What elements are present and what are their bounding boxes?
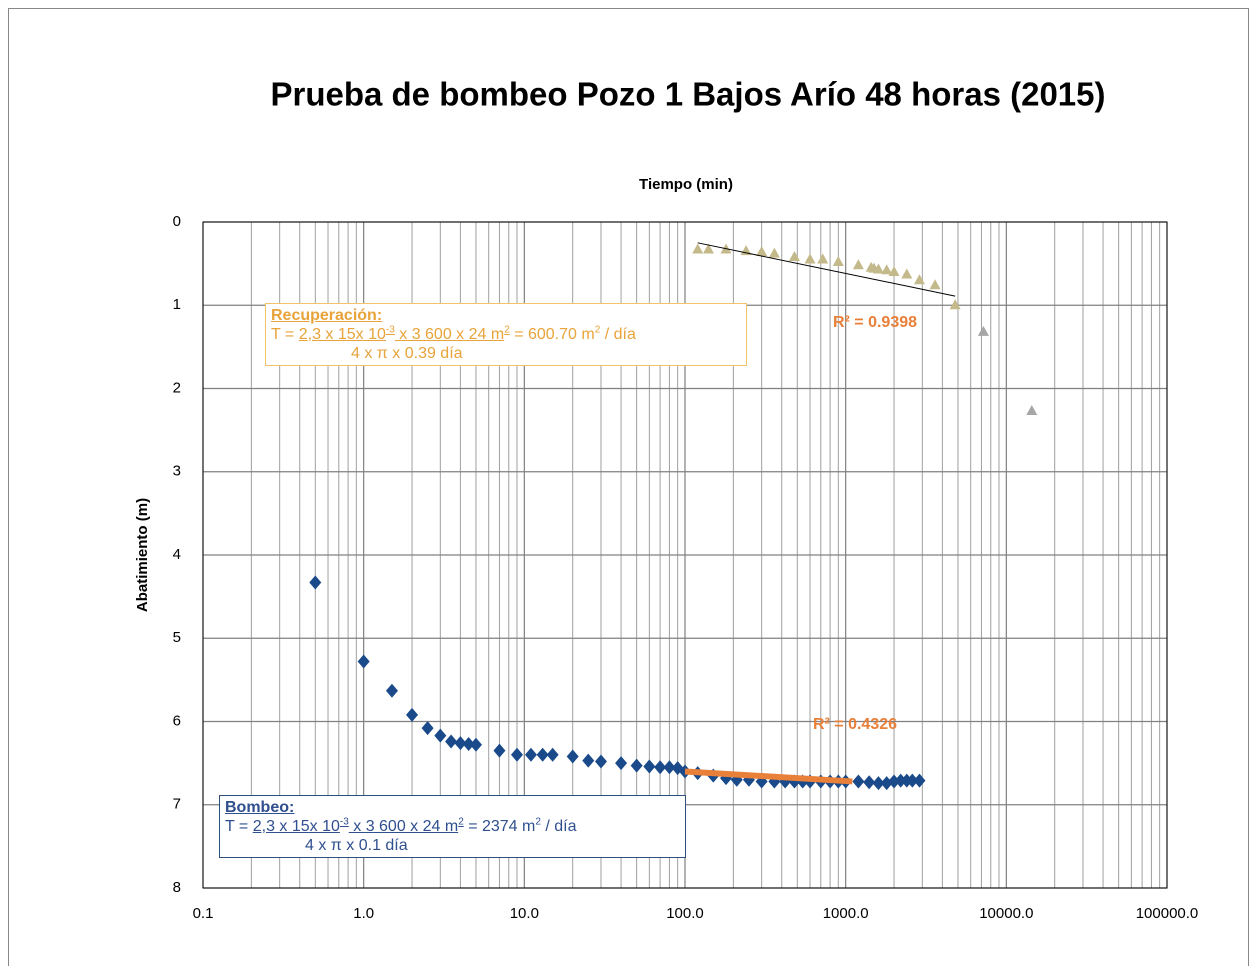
point — [524, 747, 537, 762]
point — [913, 274, 925, 285]
x-tick-label: 100.0 — [666, 905, 704, 922]
point — [454, 736, 467, 751]
point — [663, 760, 676, 775]
formula-denominator: 4 x π x 0.39 día — [351, 345, 463, 362]
point — [894, 773, 907, 788]
y-tick-label: 5 — [173, 629, 181, 646]
point — [852, 774, 865, 789]
point — [804, 253, 816, 264]
formula-part: 2,3 x 15x 10 — [252, 818, 340, 835]
point — [421, 721, 434, 736]
x-axis-label: Tiempo (min) — [639, 176, 733, 193]
x-tick-label: 0.1 — [193, 905, 214, 922]
formula-line: T = 2,3 x 15x 10-3 x 3 600 x 24 m2 = 600… — [271, 325, 741, 344]
y-tick-label: 8 — [173, 879, 181, 896]
formula-part: 2 — [504, 324, 510, 336]
formula-part: -3 — [339, 816, 349, 828]
y-tick-label: 4 — [173, 546, 181, 563]
formula-part: / día — [600, 326, 636, 343]
point — [406, 707, 419, 722]
point — [756, 245, 768, 256]
point — [863, 775, 876, 790]
point — [654, 760, 667, 775]
y-tick-label: 7 — [173, 796, 181, 813]
y-tick-label: 3 — [173, 463, 181, 480]
point — [702, 243, 714, 254]
point — [901, 268, 913, 279]
plot-border — [202, 221, 1168, 889]
formula-part: 2 — [594, 324, 601, 336]
formula-part: x 3 600 x 24 m — [348, 818, 459, 835]
point — [462, 736, 475, 751]
point — [1026, 404, 1038, 415]
point — [594, 754, 607, 769]
formula-heading: Bombeo: — [225, 799, 295, 816]
point — [888, 265, 900, 276]
formula-part: = 600.70 m — [509, 326, 595, 343]
formula-heading: Recuperación: — [271, 307, 383, 324]
point — [546, 747, 559, 762]
point — [872, 776, 885, 791]
point — [615, 756, 628, 771]
point — [630, 758, 643, 773]
y-tick-label: 0 — [173, 213, 181, 230]
trendline — [684, 768, 853, 785]
chart-frame — [8, 8, 1249, 966]
formula-box: Bombeo: T = 2,3 x 15x 10-3 x 3 600 x 24 m… — [219, 795, 686, 858]
point — [510, 747, 523, 762]
formula-part: T = — [225, 818, 253, 835]
point — [445, 734, 458, 749]
formula-part: x 3 600 x 24 m — [394, 326, 505, 343]
y-tick-label: 2 — [173, 379, 181, 396]
point — [434, 728, 447, 743]
point — [929, 279, 941, 290]
point — [309, 575, 322, 590]
point — [906, 773, 919, 788]
point — [582, 753, 595, 768]
x-tick-label: 100000.0 — [1136, 905, 1199, 922]
chart-title: Prueba de bombeo Pozo 1 Bajos Arío 48 ho… — [270, 76, 1105, 113]
formula-part: 2,3 x 15x 10 — [298, 326, 386, 343]
point — [977, 325, 989, 336]
r2-label: R² = 0.9398 — [833, 314, 917, 331]
point — [493, 743, 506, 758]
point — [852, 259, 864, 270]
y-tick-label: 6 — [173, 712, 181, 729]
point — [536, 747, 549, 762]
point — [469, 737, 482, 752]
point — [692, 243, 704, 254]
formula-part: T = — [271, 326, 299, 343]
formula-part: 2 — [535, 816, 541, 828]
point — [949, 299, 961, 310]
point — [872, 263, 884, 274]
point — [832, 255, 844, 266]
formula-part: 2 — [458, 816, 464, 828]
x-tick-label: 10000.0 — [979, 905, 1033, 922]
point — [913, 773, 926, 788]
x-tick-label: 1.0 — [353, 905, 374, 922]
formula-part: -3 — [385, 324, 395, 336]
point — [385, 683, 398, 698]
point — [566, 749, 579, 764]
formula-part: / día — [540, 818, 577, 835]
formula-box: Recuperación: T = 2,3 x 15x 10-3 x 3 600 … — [265, 303, 747, 366]
formula-line: T = 2,3 x 15x 10-3 x 3 600 x 24 m2 = 237… — [225, 817, 680, 836]
point — [357, 654, 370, 669]
y-axis-label: Abatimiento (m) — [134, 498, 151, 612]
point — [881, 264, 893, 275]
point — [643, 759, 656, 774]
y-tick-label: 1 — [173, 296, 181, 313]
point — [768, 247, 780, 258]
point — [788, 250, 800, 261]
x-tick-label: 1000.0 — [823, 905, 869, 922]
formula-denominator: 4 x π x 0.1 día — [305, 837, 408, 854]
point — [817, 253, 829, 264]
formula-part: = 2374 m — [463, 818, 536, 835]
x-tick-label: 10.0 — [510, 905, 539, 922]
trendline — [697, 242, 956, 297]
r2-label: R² = 0.4326 — [813, 716, 897, 733]
